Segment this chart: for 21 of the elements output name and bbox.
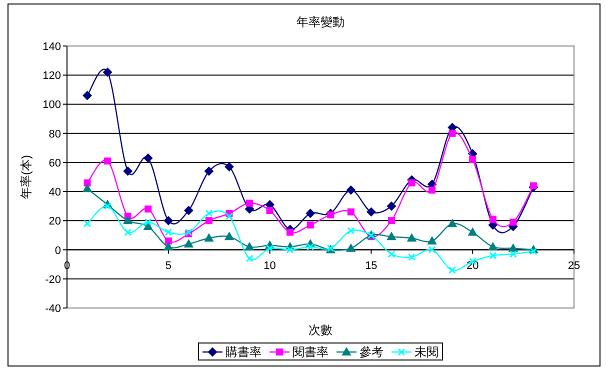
y-tick-label: 20 (48, 216, 61, 228)
y-tick-label: 140 (42, 41, 61, 53)
x-tick-label: 5 (165, 260, 172, 272)
y-tick-label: 120 (42, 70, 61, 82)
y-tick-label: 100 (42, 99, 61, 112)
y-tick-label: 80 (48, 128, 61, 140)
x-tick-label: 15 (365, 260, 378, 272)
y-tick-label: -40 (45, 303, 61, 315)
y-tick-label: -20 (45, 274, 61, 286)
legend-label: 購書率 (226, 345, 262, 359)
y-tick-label: 40 (48, 186, 61, 199)
y-tick-label: 0 (54, 244, 61, 257)
legend-label: 未閱 (414, 345, 438, 359)
legend-label: 閱書率 (292, 345, 328, 359)
y-tick-label: 60 (48, 157, 61, 170)
x-tick-label: 10 (264, 260, 276, 272)
x-tick-label: 25 (568, 260, 580, 272)
chart-title: 年率變動 (296, 15, 344, 29)
legend-label: 參考 (360, 345, 384, 359)
y-axis-title: 年率(本) (19, 155, 33, 199)
x-axis-title: 次數 (308, 323, 332, 337)
